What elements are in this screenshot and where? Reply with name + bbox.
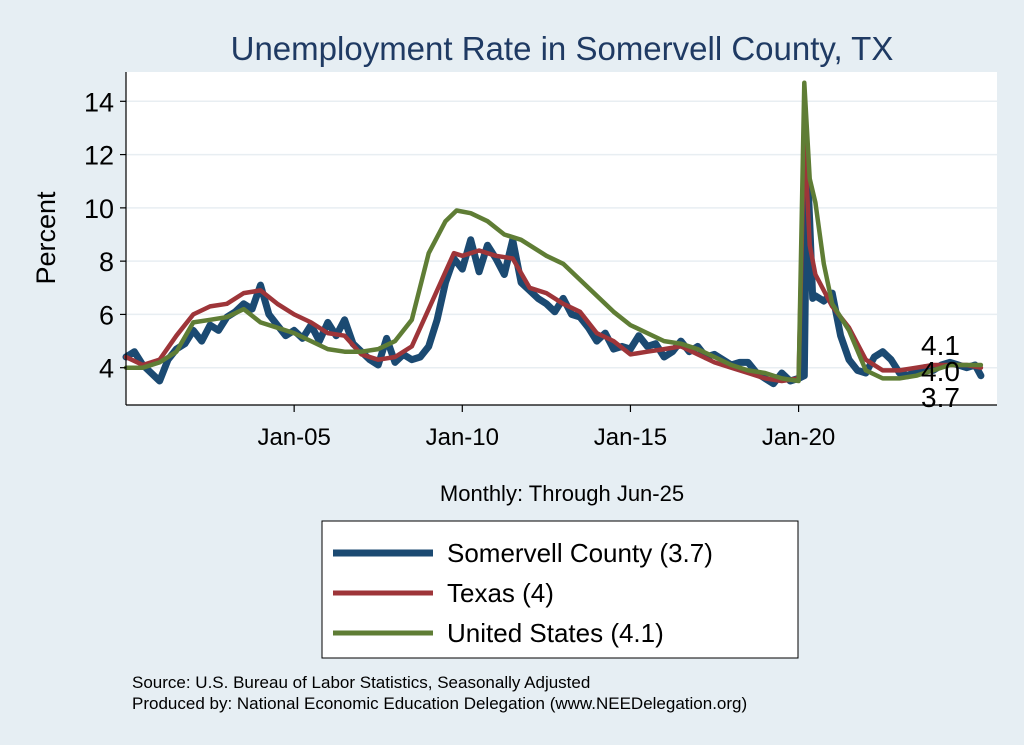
y-tick-label: 10 <box>84 194 114 224</box>
end-label-texas: 4.0 <box>921 356 960 387</box>
legend-label-texas: Texas (4) <box>447 578 554 608</box>
y-tick-label: 4 <box>99 354 114 384</box>
y-axis-title: Percent <box>31 191 61 285</box>
legend-label-county: Somervell County (3.7) <box>447 538 713 568</box>
legend-box <box>321 520 799 659</box>
legend: Somervell County (3.7) Texas (4) United … <box>321 520 799 659</box>
y-tick-label: 12 <box>84 141 114 171</box>
end-label-us: 4.1 <box>921 330 960 361</box>
plot-area <box>126 72 997 405</box>
chart-title: Unemployment Rate in Somervell County, T… <box>231 30 894 67</box>
y-tick-label: 6 <box>99 300 114 330</box>
x-tick-label: Jan-20 <box>762 424 835 451</box>
end-label-county: 3.7 <box>921 382 960 413</box>
x-tick-label: Jan-10 <box>426 424 499 451</box>
source-note: Source: U.S. Bureau of Labor Statistics,… <box>132 673 590 692</box>
y-tick-label: 14 <box>84 87 114 117</box>
legend-label-us: United States (4.1) <box>447 618 664 648</box>
series-lines <box>122 80 985 388</box>
x-tick-label: Jan-05 <box>257 424 330 451</box>
x-axis-caption: Monthly: Through Jun-25 <box>440 481 684 506</box>
x-ticks: Jan-05 Jan-10 Jan-15 Jan-20 <box>257 405 835 451</box>
y-ticks: 4 6 8 10 12 14 <box>84 87 126 384</box>
series-line-us <box>123 80 984 384</box>
producer-note: Produced by: National Economic Education… <box>132 694 747 713</box>
x-tick-label: Jan-15 <box>594 424 667 451</box>
y-tick-label: 8 <box>99 247 114 277</box>
